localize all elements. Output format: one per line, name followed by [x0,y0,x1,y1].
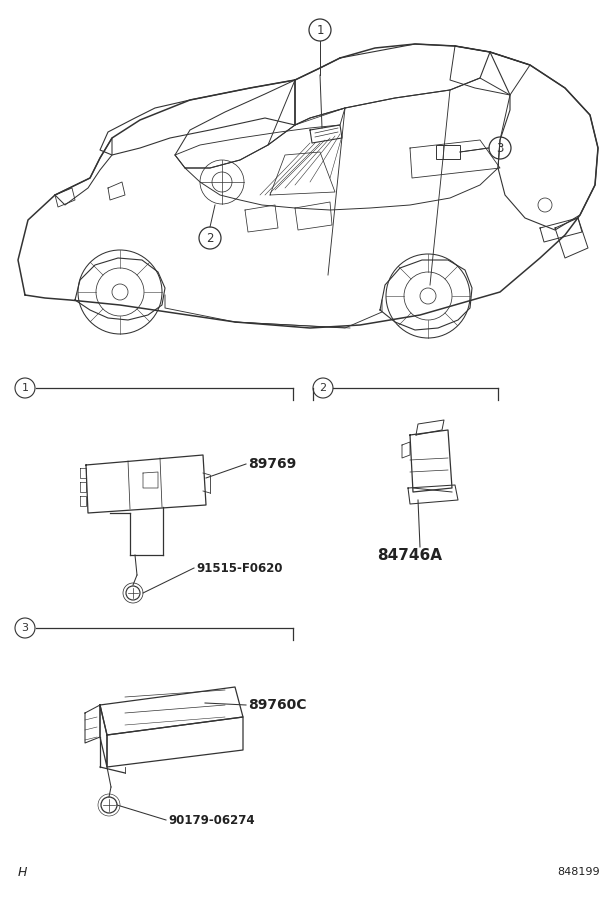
Text: 89760C: 89760C [248,698,306,712]
Text: 2: 2 [319,383,327,393]
Text: H: H [18,866,28,878]
Text: 2: 2 [206,231,214,245]
Text: 91515-F0620: 91515-F0620 [196,562,282,574]
Text: 89769: 89769 [248,457,296,471]
Text: 1: 1 [22,383,28,393]
Text: 1: 1 [316,23,323,37]
Text: 3: 3 [22,623,28,633]
Text: 90179-06274: 90179-06274 [168,814,255,826]
Text: 848199: 848199 [557,867,600,877]
Text: 3: 3 [496,141,504,155]
Text: 84746A: 84746A [378,547,443,562]
